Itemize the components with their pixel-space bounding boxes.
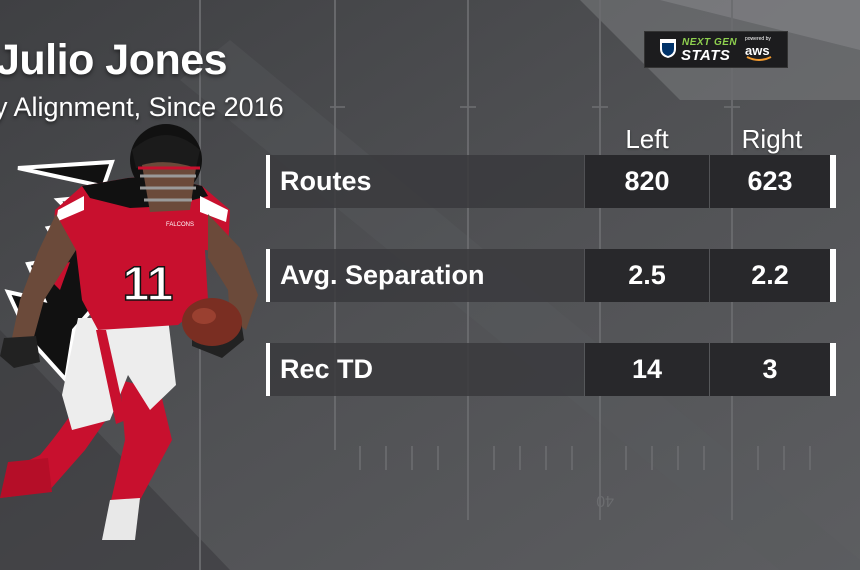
- ngs-powered-by-text: powered by: [745, 36, 771, 42]
- row-label: Avg. Separation: [280, 260, 485, 290]
- column-header-right: Right: [741, 124, 803, 154]
- yard-marker: 40: [596, 492, 614, 509]
- jersey-wordmark: FALCONS: [166, 222, 194, 228]
- row-label: Rec TD: [280, 354, 374, 384]
- aws-logo-text: aws: [745, 43, 770, 58]
- row-end-bar: [830, 343, 836, 396]
- player-name: Julio Jones: [0, 36, 228, 84]
- ngs-stats-text: STATS: [681, 47, 731, 64]
- next-gen-stats-logo: NEXT GEN STATS powered by aws: [644, 31, 788, 68]
- column-header-left: Left: [625, 124, 669, 154]
- nfl-shield-icon: [660, 39, 676, 58]
- cell-left-value: 820: [585, 155, 709, 208]
- row-end-bar: [830, 155, 836, 208]
- chart-subtitle: y Alignment, Since 2016: [0, 92, 284, 122]
- cell-right-value: 2.2: [710, 249, 830, 302]
- stat-row-routes: Routes 820 623: [266, 155, 836, 208]
- row-label-box: Avg. Separation: [266, 249, 584, 302]
- jersey-number: 11: [123, 258, 174, 311]
- row-end-bar: [830, 249, 836, 302]
- stat-row-rec-td: Rec TD 14 3: [266, 343, 836, 396]
- cell-right-value: 3: [710, 343, 830, 396]
- cell-left-value: 2.5: [585, 249, 709, 302]
- row-label-box: Rec TD: [266, 343, 584, 396]
- cell-left-value: 14: [585, 343, 709, 396]
- cell-right-value: 623: [710, 155, 830, 208]
- ngs-next-gen-text: NEXT GEN: [682, 37, 738, 48]
- stat-row-avg-separation: Avg. Separation 2.5 2.2: [266, 249, 836, 302]
- row-label: Routes: [280, 166, 372, 196]
- aws-smile-icon: [746, 56, 772, 61]
- row-label-box: Routes: [266, 155, 584, 208]
- player-photo: 11 FALCONS: [0, 124, 258, 540]
